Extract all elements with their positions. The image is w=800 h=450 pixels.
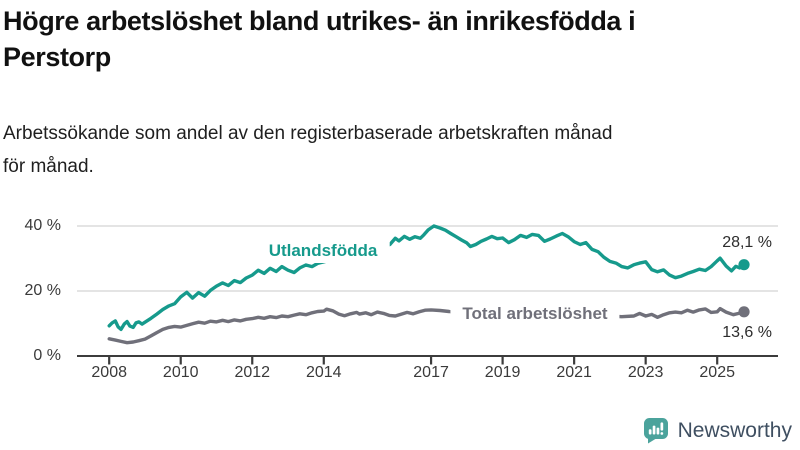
subtitle-line-1: Arbetssökande som andel av den registerb… (3, 123, 613, 144)
line-utlandsfodda (107, 224, 746, 332)
end-value-label-total: 13,6 % (722, 324, 772, 341)
x-tick-label: 2023 (627, 364, 664, 381)
title-line-2: Perstorp (3, 42, 111, 72)
series-label-total-arbetsloshet: Total arbetslöshet (450, 301, 620, 326)
x-tick-label: 2008 (91, 364, 127, 381)
x-tick-label: 2021 (556, 364, 592, 381)
y-tick-label: 20 % (24, 282, 61, 299)
subtitle-line-2: för månad. (3, 156, 94, 177)
end-dot-utlandsfodda (738, 259, 750, 271)
x-tick-label: 2025 (699, 364, 735, 381)
brand-wordmark: Newsworthy (677, 418, 792, 442)
end-dot-total-arbetsloshet (738, 306, 750, 318)
end-value-label-utlandsfodda: 28,1 % (722, 234, 772, 251)
line-total-arbetsloshet (107, 306, 746, 345)
y-tick-label: 0 % (33, 347, 61, 364)
page-title: Högre arbetslöshet bland utrikes- än inr… (3, 3, 797, 75)
newsworthy-brand: Newsworthy (643, 417, 792, 444)
x-tick-label: 2014 (305, 364, 342, 381)
chart-subtitle: Arbetssökande som andel av den registerb… (3, 117, 783, 183)
y-tick-label: 40 % (24, 217, 61, 234)
x-tick-label: 2012 (234, 364, 271, 381)
x-tick-label: 2017 (413, 364, 449, 381)
x-tick-label: 2019 (484, 364, 521, 381)
x-tick-label: 2010 (162, 364, 199, 381)
title-line-1: Högre arbetslöshet bland utrikes- än inr… (3, 6, 636, 36)
series-label-utlandsfodda: Utlandsfödda (256, 238, 390, 263)
newsworthy-logo-icon (643, 418, 668, 444)
